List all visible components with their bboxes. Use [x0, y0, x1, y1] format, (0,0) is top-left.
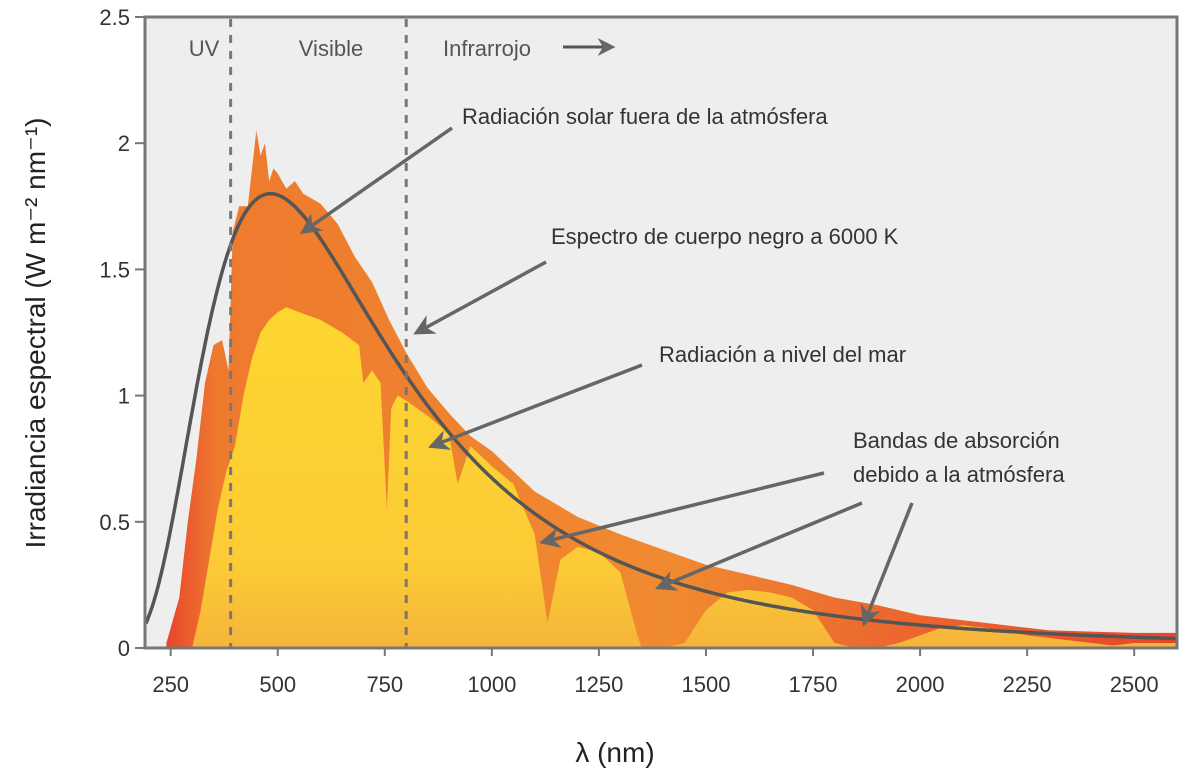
annotation-arrow	[299, 126, 454, 234]
region-label-visible: Visible	[299, 36, 363, 61]
x-tick-label: 1750	[789, 672, 838, 697]
plot-frame	[143, 15, 1179, 650]
spectral-regions: UV Visible Infrarrojo	[189, 19, 616, 648]
y-tick-label: 1	[118, 384, 130, 409]
x-tick-label: 2250	[1003, 672, 1052, 697]
x-tick-label: 2000	[896, 672, 945, 697]
y-tick-label: 2.5	[99, 5, 130, 30]
series-areas	[166, 130, 1178, 649]
y-tick-label: 0	[118, 636, 130, 661]
y-tick-label: 1.5	[99, 257, 130, 282]
axes: 0 0.5 1 1.5 2 2.5 250 500 750 1000 1250 1500 1750 200…	[99, 5, 1158, 697]
x-tick-label: 2500	[1110, 672, 1159, 697]
annotation-text: Espectro de cuerpo negro a 6000 K	[551, 224, 899, 249]
annotation-arrow	[427, 363, 643, 450]
y-tick-label: 0.5	[99, 510, 130, 535]
annotation-text: Radiación solar fuera de la atmósfera	[462, 104, 828, 129]
x-tick-label: 750	[366, 672, 403, 697]
x-tick-label: 1000	[467, 672, 516, 697]
annotation-arrow	[654, 501, 863, 591]
y-tick-label: 2	[118, 131, 130, 156]
x-tick-label: 250	[152, 672, 189, 697]
annotation-arrow	[539, 471, 825, 549]
series-area-sea-level	[192, 307, 1178, 648]
x-tick-label: 1250	[574, 672, 623, 697]
region-label-uv: UV	[189, 36, 220, 61]
y-axis-title: Irradiancia espectral (W m⁻² nm⁻¹)	[20, 118, 51, 549]
region-label-infrarrojo: Infrarrojo	[443, 36, 531, 61]
annotation-text: debido a la atmósfera	[853, 462, 1065, 487]
x-tick-label: 500	[259, 672, 296, 697]
x-tick-label: 1500	[681, 672, 730, 697]
annotation-text: Bandas de absorción	[853, 428, 1060, 453]
annotation-arrow	[860, 502, 914, 627]
annotation-arrow	[413, 260, 547, 335]
x-axis-title: λ (nm)	[575, 737, 654, 768]
annotations: Radiación solar fuera de la atmósfera Esp…	[299, 104, 1065, 627]
annotation-text: Radiación a nivel del mar	[659, 342, 906, 367]
